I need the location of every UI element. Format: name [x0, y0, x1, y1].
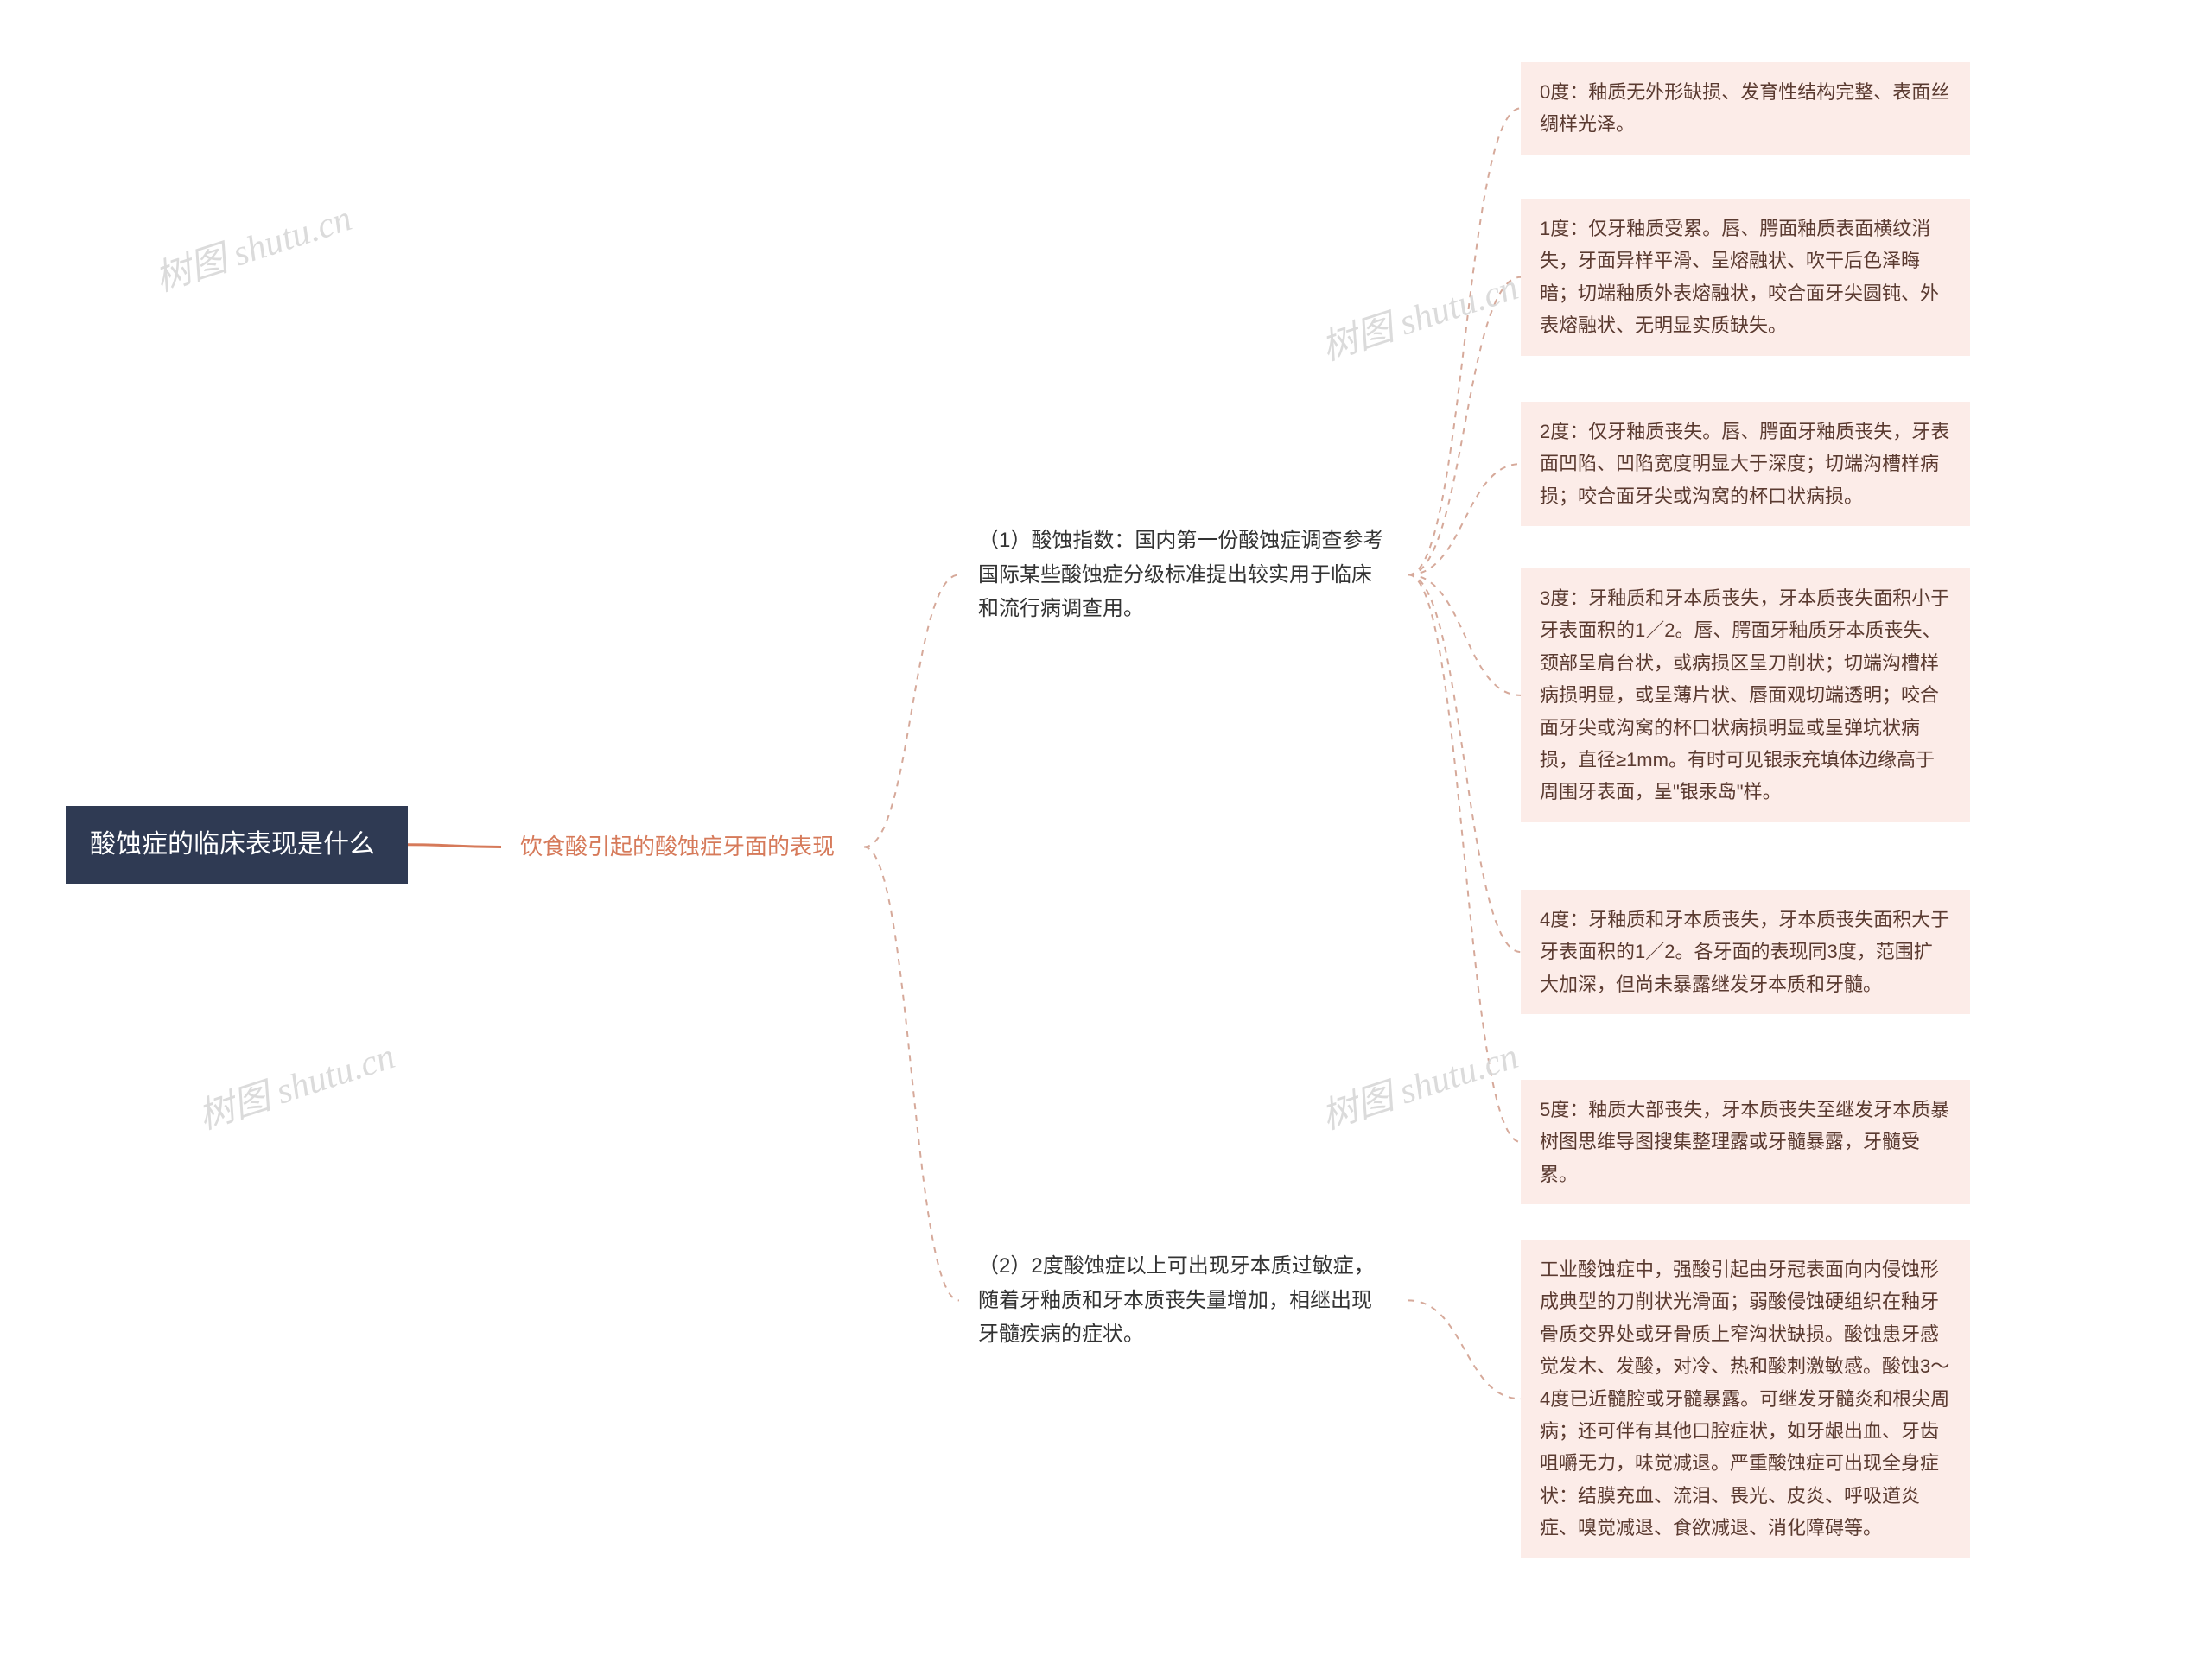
mindmap-leaf[interactable]: 3度：牙釉质和牙本质丧失，牙本质丧失面积小于牙表面积的1／2。唇、腭面牙釉质牙本…	[1521, 568, 1970, 822]
watermark: 树图 shutu.cn	[148, 189, 358, 302]
mindmap-node-level2[interactable]: （2）2度酸蚀症以上可出现牙本质过敏症，随着牙釉质和牙本质丧失量增加，相继出现牙…	[959, 1235, 1408, 1366]
mindmap-leaf[interactable]: 0度：釉质无外形缺损、发育性结构完整、表面丝绸样光泽。	[1521, 62, 1970, 155]
leaf-label: 3度：牙釉质和牙本质丧失，牙本质丧失面积小于牙表面积的1／2。唇、腭面牙釉质牙本…	[1540, 587, 1949, 802]
root-label: 酸蚀症的临床表现是什么	[90, 830, 375, 859]
watermark: 树图 shutu.cn	[1314, 258, 1524, 371]
leaf-label: 2度：仅牙釉质丧失。唇、腭面牙釉质丧失，牙表面凹陷、凹陷宽度明显大于深度；切端沟…	[1540, 421, 1949, 507]
leaf-label: 4度：牙釉质和牙本质丧失，牙本质丧失面积大于牙表面积的1／2。各牙面的表现同3度…	[1540, 909, 1949, 995]
mindmap-leaf[interactable]: 4度：牙釉质和牙本质丧失，牙本质丧失面积大于牙表面积的1／2。各牙面的表现同3度…	[1521, 890, 1970, 1014]
node-label: 饮食酸引起的酸蚀症牙面的表现	[520, 834, 835, 860]
mindmap-leaf[interactable]: 2度：仅牙釉质丧失。唇、腭面牙釉质丧失，牙表面凹陷、凹陷宽度明显大于深度；切端沟…	[1521, 402, 1970, 526]
watermark: 树图 shutu.cn	[1314, 1027, 1524, 1140]
watermark: 树图 shutu.cn	[191, 1027, 401, 1140]
mindmap-leaf[interactable]: 1度：仅牙釉质受累。唇、腭面釉质表面横纹消失，牙面异样平滑、呈熔融状、吹干后色泽…	[1521, 199, 1970, 356]
leaf-label: 1度：仅牙釉质受累。唇、腭面釉质表面横纹消失，牙面异样平滑、呈熔融状、吹干后色泽…	[1540, 218, 1939, 336]
node-label: （2）2度酸蚀症以上可出现牙本质过敏症，随着牙釉质和牙本质丧失量增加，相继出现牙…	[978, 1254, 1375, 1346]
leaf-label: 5度：釉质大部丧失，牙本质丧失至继发牙本质暴树图思维导图搜集整理露或牙髓暴露，牙…	[1540, 1099, 1949, 1185]
leaf-label: 0度：釉质无外形缺损、发育性结构完整、表面丝绸样光泽。	[1540, 81, 1949, 135]
mindmap-leaf[interactable]: 5度：釉质大部丧失，牙本质丧失至继发牙本质暴树图思维导图搜集整理露或牙髓暴露，牙…	[1521, 1080, 1970, 1204]
mindmap-leaf[interactable]: 工业酸蚀症中，强酸引起由牙冠表面向内侵蚀形成典型的刀削状光滑面；弱酸侵蚀硬组织在…	[1521, 1240, 1970, 1558]
mindmap-node-level1[interactable]: 饮食酸引起的酸蚀症牙面的表现	[501, 815, 864, 879]
leaf-label: 工业酸蚀症中，强酸引起由牙冠表面向内侵蚀形成典型的刀削状光滑面；弱酸侵蚀硬组织在…	[1540, 1259, 1949, 1538]
mindmap-root[interactable]: 酸蚀症的临床表现是什么	[66, 806, 408, 884]
mindmap-node-level2[interactable]: （1）酸蚀指数：国内第一份酸蚀症调查参考国际某些酸蚀症分级标准提出较实用于临床和…	[959, 510, 1408, 640]
node-label: （1）酸蚀指数：国内第一份酸蚀症调查参考国际某些酸蚀症分级标准提出较实用于临床和…	[978, 529, 1383, 620]
